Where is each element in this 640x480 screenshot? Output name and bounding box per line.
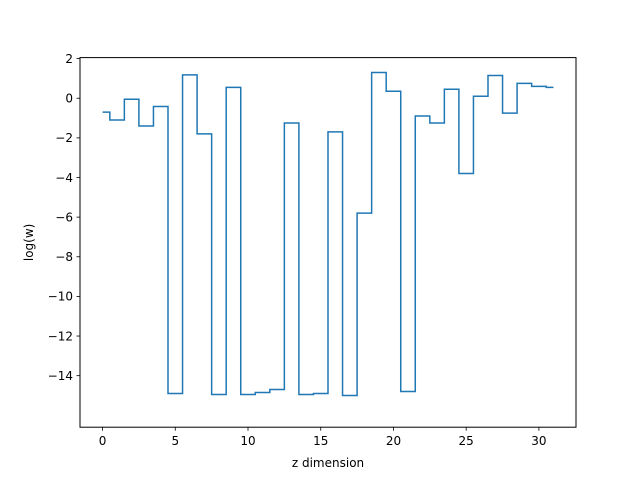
y-tick-label: −12: [48, 329, 73, 343]
plot-area: [102, 71, 554, 397]
y-tick-label: −8: [55, 250, 73, 264]
x-tick-label: 10: [240, 434, 255, 448]
x-axis-label: z dimension: [292, 456, 364, 470]
y-tick-label: −4: [55, 171, 73, 185]
y-axis: 2 0 −2 −4 −6 −8 −10 −12 −14: [48, 52, 80, 383]
x-tick-label: 15: [313, 434, 328, 448]
series-line-0: [102, 71, 554, 397]
y-tick-label: −6: [55, 210, 73, 224]
y-tick-label: −2: [55, 131, 73, 145]
x-tick-label: 30: [531, 434, 546, 448]
x-tick-label: 25: [459, 434, 474, 448]
x-tick-label: 0: [99, 434, 107, 448]
y-tick-label: 2: [65, 52, 73, 66]
x-tick-label: 20: [386, 434, 401, 448]
y-tick-label: −10: [48, 290, 73, 304]
x-tick-label: 5: [171, 434, 179, 448]
x-axis: 0 5 10 15 20 25 30: [99, 427, 547, 448]
axes-frame: [79, 57, 577, 428]
y-tick-label: −14: [48, 369, 73, 383]
y-tick-label: 0: [65, 92, 73, 106]
y-axis-label: log(w): [22, 224, 36, 261]
